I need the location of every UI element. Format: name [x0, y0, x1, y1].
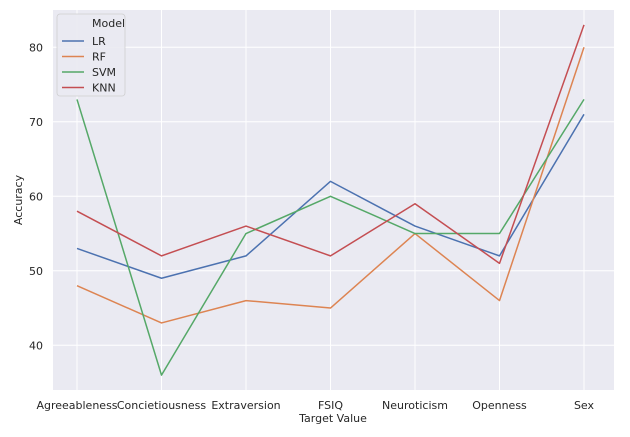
y-tick-label: 70: [29, 116, 43, 129]
legend-items: LR RF SVM KNN: [62, 35, 116, 95]
legend-label-knn: KNN: [92, 82, 116, 95]
x-tick-labels: Agreeableness Concietiousness Extraversion…: [36, 399, 594, 412]
x-axis-title: Target Value: [298, 412, 367, 425]
y-tick-label: 60: [29, 190, 43, 203]
y-axis-title: Accuracy: [12, 174, 25, 225]
x-tick-label: Agreeableness: [36, 399, 117, 412]
x-tick-label: Sex: [574, 399, 595, 412]
y-tick-label: 40: [29, 339, 43, 352]
series-line-rf: [76, 47, 585, 324]
x-tick-label: Neuroticism: [382, 399, 448, 412]
grid-lines: [53, 10, 614, 390]
legend-label-rf: RF: [92, 51, 106, 64]
legend-label-lr: LR: [92, 35, 106, 48]
series-line-lr: [76, 113, 585, 279]
series-line-svm: [76, 99, 585, 376]
legend-label-svm: SVM: [92, 66, 116, 79]
y-tick-label: 50: [29, 265, 43, 278]
y-tick-labels: 40 50 60 70 80: [29, 41, 43, 352]
series-lines: [76, 24, 585, 376]
y-tick-label: 80: [29, 41, 43, 54]
x-tick-label: Concietiousness: [117, 399, 207, 412]
x-tick-label: Extraversion: [211, 399, 280, 412]
x-tick-label: FSIQ: [318, 399, 343, 412]
series-line-knn: [76, 24, 585, 265]
legend-title: Model: [92, 17, 125, 30]
legend: Model LR RF SVM KNN: [56, 13, 126, 97]
x-tick-label: Openness: [472, 399, 527, 412]
legend-box: [56, 13, 126, 97]
plot-area: [53, 10, 614, 390]
